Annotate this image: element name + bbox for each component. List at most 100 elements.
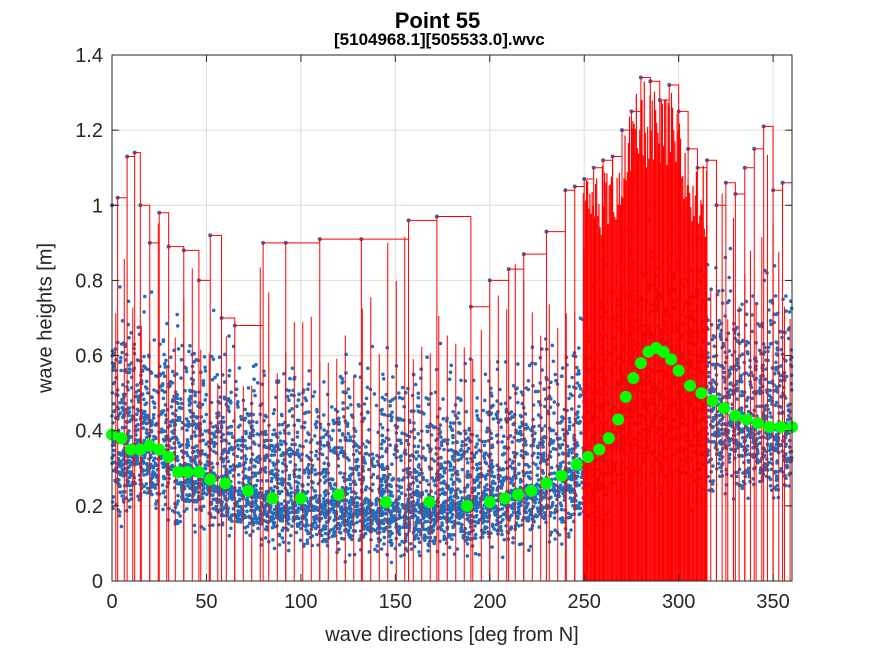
- scatter-point: [180, 343, 184, 348]
- scatter-point: [338, 471, 343, 475]
- scatter-point: [738, 376, 743, 381]
- scatter-point: [177, 406, 182, 410]
- scatter-point: [272, 408, 277, 412]
- scatter-point: [396, 477, 401, 481]
- scatter-point: [464, 438, 468, 442]
- scatter-point: [264, 489, 269, 494]
- scatter-point: [552, 471, 557, 475]
- scatter-point: [512, 501, 517, 506]
- scatter-point: [483, 372, 488, 377]
- scatter-point: [575, 469, 579, 474]
- scatter-point: [272, 520, 277, 525]
- scatter-point: [272, 428, 277, 432]
- scatter-point: [222, 380, 227, 384]
- scatter-point: [517, 524, 521, 528]
- scatter-point: [425, 424, 429, 429]
- scatter-point: [774, 474, 779, 479]
- scatter-point: [772, 264, 777, 268]
- scatter-point: [442, 552, 446, 557]
- scatter-point: [723, 255, 728, 260]
- scatter-point: [552, 400, 557, 404]
- scatter-point: [277, 489, 281, 494]
- scatter-point: [727, 349, 732, 353]
- scatter-point: [357, 471, 361, 476]
- scatter-point: [192, 430, 197, 434]
- scatter-point: [742, 439, 746, 444]
- scatter-point: [465, 542, 470, 546]
- scatter-point: [290, 366, 295, 371]
- scatter-point: [353, 442, 358, 446]
- scatter-point: [127, 410, 132, 414]
- scatter-point: [112, 440, 116, 444]
- scatter-point: [409, 504, 414, 509]
- scatter-point: [151, 466, 156, 470]
- scatter-point: [209, 461, 214, 466]
- scatter-point: [305, 541, 310, 546]
- scatter-point: [288, 376, 292, 381]
- scatter-point: [407, 529, 411, 533]
- scatter-point: [553, 537, 557, 541]
- scatter-point: [417, 520, 421, 525]
- scatter-point: [493, 509, 497, 514]
- scatter-point: [270, 525, 275, 530]
- scatter-point: [307, 410, 311, 414]
- scatter-point: [549, 380, 553, 385]
- scatter-point: [252, 510, 257, 514]
- scatter-point: [400, 396, 405, 401]
- scatter-point: [288, 460, 293, 464]
- scatter-point: [379, 479, 384, 484]
- scatter-point: [397, 495, 402, 499]
- scatter-point: [227, 334, 231, 338]
- scatter-point: [775, 461, 779, 465]
- scatter-point: [708, 479, 712, 484]
- scatter-point: [452, 421, 456, 425]
- scatter-point: [287, 431, 291, 436]
- scatter-point: [341, 401, 345, 405]
- scatter-point: [476, 484, 481, 488]
- scatter-point: [253, 471, 258, 476]
- scatter-point: [528, 544, 533, 549]
- scatter-point: [456, 477, 460, 482]
- scatter-point: [459, 448, 464, 452]
- scatter-point: [296, 481, 301, 485]
- scatter-point: [407, 466, 412, 471]
- scatter-point: [438, 525, 443, 529]
- scatter-point: [722, 432, 726, 436]
- scatter-point: [708, 458, 712, 462]
- scatter-point: [127, 483, 132, 488]
- scatter-point: [348, 525, 353, 530]
- scatter-point: [222, 464, 226, 469]
- scatter-point: [464, 443, 468, 447]
- scatter-point: [178, 519, 183, 524]
- scatter-point: [276, 444, 280, 448]
- scatter-point: [535, 514, 539, 519]
- scatter-point: [200, 402, 205, 407]
- scatter-point: [765, 457, 769, 461]
- scatter-point: [330, 405, 334, 409]
- scatter-point: [511, 540, 515, 545]
- scatter-point: [767, 393, 772, 398]
- scatter-point: [555, 509, 559, 514]
- scatter-point: [754, 301, 759, 306]
- scatter-point: [518, 413, 523, 418]
- scatter-point: [240, 449, 244, 453]
- scatter-point: [477, 438, 481, 442]
- scatter-point: [176, 416, 181, 420]
- scatter-point: [439, 440, 444, 445]
- scatter-point: [525, 462, 529, 467]
- scatter-point: [416, 391, 421, 396]
- scatter-point: [481, 490, 485, 495]
- scatter-point: [714, 413, 718, 417]
- scatter-point: [367, 467, 371, 472]
- scatter-point: [375, 453, 379, 458]
- scatter-point: [758, 435, 763, 440]
- scatter-point: [736, 332, 741, 337]
- scatter-point: [552, 411, 556, 415]
- scatter-point: [287, 473, 292, 478]
- scatter-point: [449, 448, 454, 452]
- scatter-point: [526, 379, 531, 383]
- scatter-point: [295, 485, 300, 489]
- scatter-point: [727, 368, 732, 373]
- scatter-point: [314, 425, 319, 430]
- scatter-point: [741, 338, 746, 343]
